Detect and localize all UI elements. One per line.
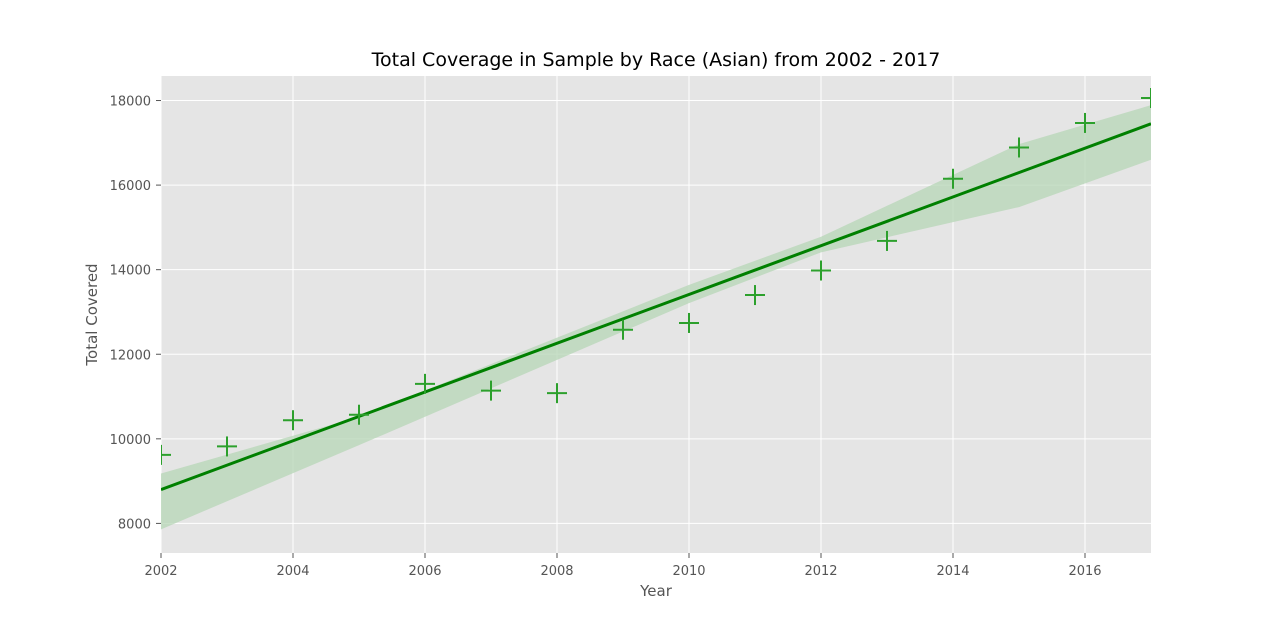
x-axis-label: Year (639, 582, 673, 600)
data-point (679, 312, 699, 333)
data-point (877, 230, 897, 251)
data-point (1141, 87, 1151, 108)
data-points (161, 87, 1151, 465)
data-point (547, 383, 567, 404)
x-tick-label: 2012 (804, 564, 837, 579)
data-point (1075, 112, 1095, 133)
x-tick-label: 2002 (144, 564, 177, 579)
x-tick-label: 2010 (672, 564, 705, 579)
y-tick-label: 16000 (110, 179, 151, 194)
data-point (217, 436, 237, 457)
y-tick-label: 18000 (110, 95, 151, 110)
x-tick-label: 2014 (936, 564, 969, 579)
data-point (943, 168, 963, 189)
data-point (349, 404, 369, 425)
x-tick-label: 2016 (1068, 564, 1101, 579)
y-tick-label: 8000 (118, 517, 151, 532)
data-point (811, 260, 831, 281)
confidence-band (161, 105, 1151, 530)
data-point (283, 410, 303, 431)
x-axis-ticks: 2002 2004 2006 2008 2010 2012 2014 2016 (144, 553, 1102, 579)
y-tick-label: 12000 (110, 348, 151, 363)
regression-line (161, 122, 1151, 491)
y-axis-label: Total Covered (83, 263, 101, 366)
y-axis-ticks: 8000 10000 12000 14000 16000 18000 (110, 95, 161, 532)
data-point (745, 285, 765, 306)
y-tick-label: 10000 (110, 433, 151, 448)
x-tick-label: 2008 (540, 564, 573, 579)
x-tick-label: 2004 (276, 564, 309, 579)
data-point (613, 319, 633, 340)
x-tick-label: 2006 (408, 564, 441, 579)
y-tick-label: 14000 (110, 264, 151, 279)
chart-title: Total Coverage in Sample by Race (Asian)… (371, 49, 941, 71)
data-point (415, 373, 435, 394)
data-point (1009, 137, 1029, 158)
data-point (481, 380, 501, 401)
data-point (161, 444, 171, 465)
